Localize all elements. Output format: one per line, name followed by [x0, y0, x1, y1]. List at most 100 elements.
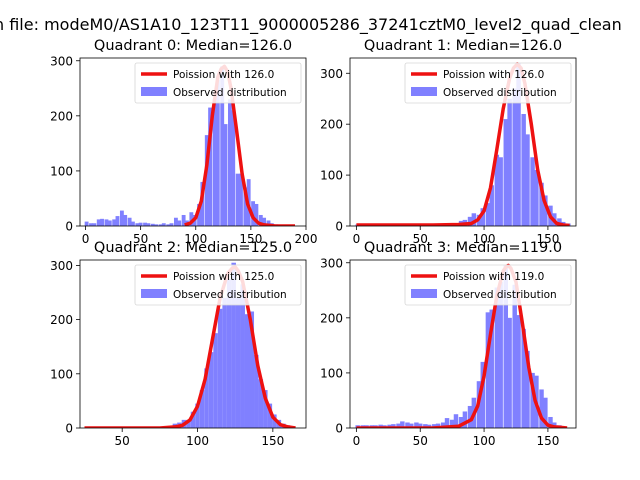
histogram-bar [244, 314, 250, 428]
histogram-bar [208, 352, 214, 428]
histogram-bar [199, 390, 205, 428]
x-tick-label: 100 [186, 434, 209, 448]
legend-frame [404, 264, 572, 306]
x-tick-label: 150 [239, 232, 262, 246]
legend-hist-label: Observed distribution [173, 289, 287, 301]
legend: Poission with 119.0 Observed distribution [404, 264, 572, 306]
histogram-bar [539, 182, 544, 226]
histogram-bar [222, 297, 227, 428]
histogram-bar [239, 173, 243, 226]
histogram-bar [213, 333, 218, 428]
histogram-bar [197, 203, 201, 226]
histogram-bar [173, 217, 178, 226]
histogram-bar [235, 173, 240, 226]
histogram-bar [158, 224, 163, 226]
histogram-bar [217, 308, 223, 428]
histogram-bar [127, 217, 132, 226]
panel-title: Quadrant 0: Median=126.0 [94, 38, 292, 54]
histogram-bar [444, 418, 450, 428]
plot-area [355, 62, 571, 226]
histogram-bar [200, 181, 205, 226]
histogram-bar [543, 195, 548, 226]
legend-frame [134, 62, 302, 104]
x-tick-label: 50 [133, 232, 148, 246]
y-tick-label: 100 [50, 367, 73, 381]
histogram-bar [189, 212, 194, 226]
histogram-bar [480, 361, 486, 428]
histogram-bar [107, 220, 112, 226]
histogram-bar [258, 379, 264, 428]
histogram-bar [521, 114, 526, 226]
histogram-bar [400, 421, 405, 428]
legend-poisson-label: Poission with 126.0 [443, 69, 544, 81]
axes-frame [349, 259, 577, 429]
histogram-bar [96, 219, 101, 226]
histogram-bar [166, 224, 171, 226]
legend-hist-label: Observed distribution [443, 87, 557, 99]
histogram-bar [195, 403, 200, 428]
x-tick-label: 0 [353, 232, 361, 246]
quadrant-0-panel: Quadrant 0: Median=126.0 0 50 100 150 200 0 100… [50, 38, 317, 246]
histogram-bar [204, 368, 209, 428]
histogram-bar [423, 424, 428, 428]
histogram-bar [543, 397, 548, 428]
x-tick-label: 150 [261, 434, 284, 448]
figure-suptitle: n file: modeM0/AS1A10_123T11_9000005286_… [0, 15, 622, 35]
y-tick-label: 0 [65, 220, 73, 234]
histogram-bar [249, 311, 255, 428]
histogram-bar [100, 218, 104, 226]
histogram-bar [254, 354, 259, 428]
histogram-bar [220, 66, 225, 226]
histogram-bar [263, 390, 268, 428]
legend-frame [404, 62, 572, 104]
histogram-bar [458, 416, 464, 428]
histogram-bar [212, 99, 217, 226]
histogram-bar [498, 282, 503, 428]
legend-hist-label: Observed distribution [173, 87, 287, 99]
quadrant-2-panel: Quadrant 2: Median=125.0 50 100 150 0 100 200 3… [50, 240, 307, 448]
histogram-bar [89, 223, 93, 226]
histogram-bar [215, 80, 220, 226]
histogram-bar [539, 389, 544, 428]
histogram-bar [266, 220, 271, 226]
histogram-bar [92, 223, 97, 226]
legend-frame [134, 264, 302, 306]
histogram-bar [226, 278, 232, 428]
panel-title: Quadrant 3: Median=119.0 [364, 240, 562, 256]
histogram-bar [84, 221, 89, 226]
histogram-bar [161, 223, 166, 226]
histogram-bar [235, 297, 241, 428]
histogram-bar [467, 216, 473, 226]
y-tick-label: 0 [335, 422, 343, 436]
histogram-bar [181, 214, 186, 226]
x-tick-label: 0 [353, 434, 361, 448]
histogram-bar [138, 222, 143, 226]
histogram-bar [530, 372, 535, 428]
plot-area [84, 262, 296, 428]
panel-title: Quadrant 1: Median=126.0 [364, 38, 562, 54]
histogram-bar [534, 170, 539, 226]
histogram-bar [525, 134, 530, 226]
histogram-bar [231, 262, 236, 428]
histogram-bar [432, 424, 437, 428]
histogram-bar [435, 423, 441, 428]
histogram-bar [494, 154, 500, 226]
x-tick-label: 0 [82, 232, 90, 246]
histogram-bar [525, 350, 530, 428]
histogram-bar [223, 124, 228, 226]
histogram-bar [190, 411, 196, 428]
histogram-bar [521, 328, 526, 428]
histogram-bar [146, 223, 151, 226]
histogram-bar [112, 219, 117, 226]
histogram-bar [150, 223, 155, 226]
legend-poisson-label: Poission with 125.0 [173, 271, 274, 283]
histogram-bar [262, 217, 267, 226]
histogram-bar [489, 185, 494, 226]
histogram-bar [516, 63, 521, 226]
axes-frame [349, 57, 577, 227]
y-tick-label: 200 [320, 311, 343, 325]
y-tick-label: 300 [50, 259, 73, 273]
y-tick-label: 100 [320, 169, 343, 183]
histogram-bar [135, 223, 140, 226]
